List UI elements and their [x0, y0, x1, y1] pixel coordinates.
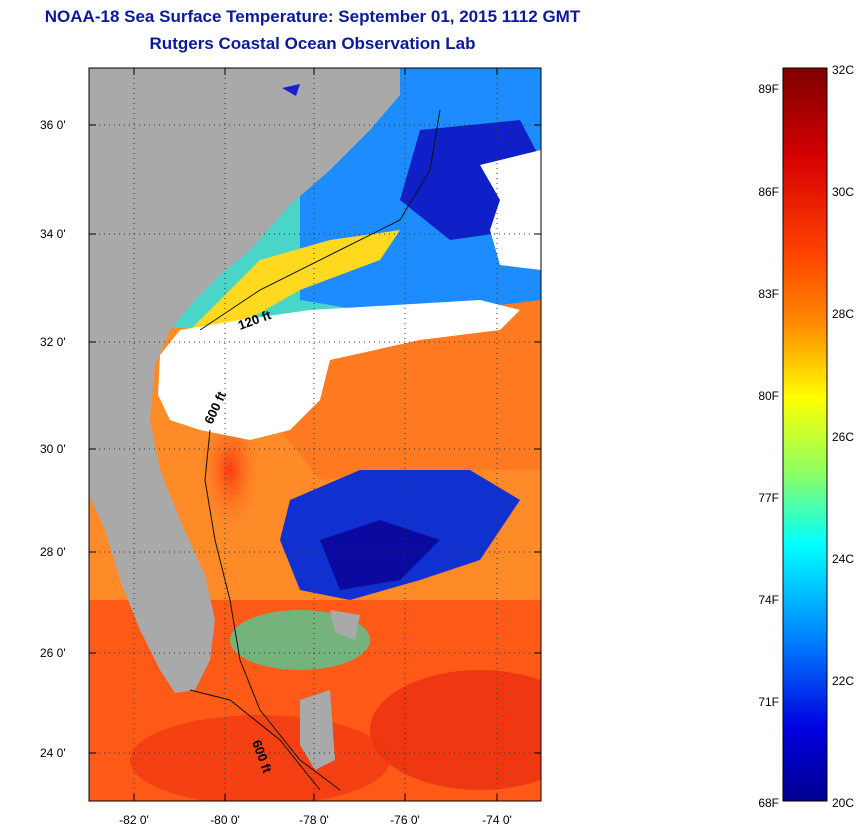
contour-keys — [189, 689, 321, 791]
map-panel: 120 ft 600 ft 600 ft — [89, 68, 541, 801]
map-subtitle: Rutgers Coastal Ocean Observation Lab — [149, 34, 476, 53]
colorbar-celsius-label: 20C — [832, 796, 854, 810]
colorbar-celsius-label: 22C — [832, 674, 854, 688]
colorbar-fahrenheit-label: 80F — [758, 389, 779, 403]
map-frame — [88, 67, 542, 802]
colorbar-celsius-label: 28C — [832, 307, 854, 321]
cloud-mask-large — [158, 300, 520, 440]
colorbar-fahrenheit-label: 68F — [758, 796, 779, 810]
warm-spot-coast — [200, 410, 260, 530]
colorbar-fahrenheit-label: 74F — [758, 593, 779, 607]
map-title: NOAA-18 Sea Surface Temperature: Septemb… — [44, 7, 581, 26]
colorbar-celsius-label: 30C — [832, 185, 854, 199]
lake-icon — [282, 84, 300, 96]
contour-120ft — [199, 109, 441, 331]
lat-tick-label: 30 0' — [40, 442, 66, 456]
latitude-axis: 24 0' 26 0' 28 0' 30 0' 32 0' 34 0' 36 0… — [40, 118, 541, 760]
colorbar-fahrenheit-label: 77F — [758, 491, 779, 505]
land-southeast-us — [89, 68, 400, 693]
colorbar-celsius-label: 24C — [832, 552, 854, 566]
lon-tick-label: -82 0' — [119, 813, 149, 827]
shelf-warm-band — [190, 230, 400, 330]
colorbar-fahrenheit-label: 71F — [758, 695, 779, 709]
colorbar-celsius-label: 26C — [832, 430, 854, 444]
contour-600ft — [204, 429, 341, 791]
lon-tick-label: -80 0' — [210, 813, 240, 827]
colorbar: 32C 30C 28C 26C 24C 22C 20C 89F 86F 83F … — [758, 63, 854, 810]
lat-tick-label: 28 0' — [40, 545, 66, 559]
colorbar-fahrenheit-label: 89F — [758, 82, 779, 96]
graticule — [89, 68, 541, 801]
cold-core — [320, 520, 440, 590]
lat-tick-label: 24 0' — [40, 746, 66, 760]
lat-tick-label: 32 0' — [40, 335, 66, 349]
lat-tick-label: 26 0' — [40, 646, 66, 660]
land-andros — [300, 690, 335, 770]
longitude-axis: -82 0' -80 0' -78 0' -76 0' -74 0' — [119, 68, 512, 827]
colorbar-gradient — [782, 67, 828, 802]
lon-tick-label: -78 0' — [299, 813, 329, 827]
lon-tick-label: -76 0' — [390, 813, 420, 827]
lat-tick-label: 34 0' — [40, 227, 66, 241]
lat-tick-label: 36 0' — [40, 118, 66, 132]
lon-tick-label: -74 0' — [482, 813, 512, 827]
cloud-mask-ne — [480, 150, 541, 270]
colorbar-celsius-label: 32C — [832, 63, 854, 77]
warm-spot-south — [370, 670, 541, 790]
colorbar-fahrenheit-label: 86F — [758, 185, 779, 199]
land-abaco — [330, 610, 360, 640]
colorbar-fahrenheit-label: 83F — [758, 287, 779, 301]
